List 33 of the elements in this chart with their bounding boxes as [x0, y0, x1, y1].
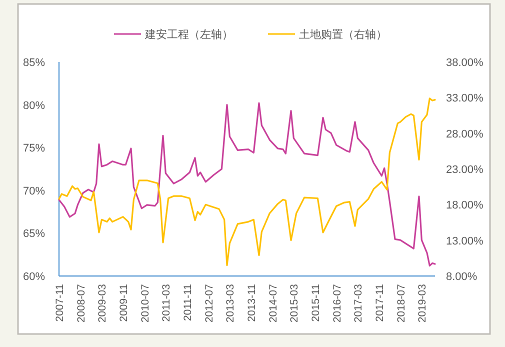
x-tick-label: 2015-11	[310, 284, 322, 322]
legend-label: 建安工程（左轴）	[144, 28, 233, 41]
x-tick-label: 2013-11	[246, 284, 258, 322]
x-tick-label: 2012-07	[203, 284, 216, 323]
y2-tick-label: 18.00%	[446, 200, 484, 212]
x-tick-label: 2016-07	[331, 284, 344, 323]
x-tick-label: 2008-07	[75, 284, 88, 323]
x-tick-label: 2017-11	[374, 284, 386, 322]
x-tick-label: 2015-03	[288, 284, 301, 323]
y2-tick-label: 28.00%	[446, 128, 484, 140]
x-tick-label: 2011-11	[182, 284, 194, 321]
y-tick-label: 80%	[22, 100, 46, 112]
y2-tick-label: 23.00%	[446, 164, 484, 176]
y-tick-label: 85%	[22, 57, 46, 69]
y-tick-label: 65%	[22, 228, 46, 240]
x-tick-label: 2019-03	[416, 284, 429, 323]
x-tick-label: 2013-03	[224, 284, 237, 323]
y-tick-label: 60%	[22, 271, 46, 283]
x-tick-label: 2007-11	[54, 284, 66, 322]
y-tick-label: 70%	[22, 185, 46, 198]
x-tick-label: 2018-07	[395, 284, 408, 323]
legend-label: 土地购置（右轴）	[299, 28, 387, 41]
x-tick-label: 2011-03	[160, 284, 173, 322]
x-tick-label: 2010-07	[139, 284, 152, 323]
y2-tick-label: 13.00%	[446, 235, 484, 248]
y2-tick-label: 38.00%	[446, 57, 484, 69]
x-tick-label: 2014-07	[267, 284, 280, 323]
x-tick-label: 2017-03	[352, 284, 365, 323]
y2-tick-label: 33.00%	[446, 92, 484, 105]
x-tick-label: 2009-03	[96, 284, 109, 323]
x-tick-label: 2009-11	[118, 284, 130, 322]
y2-tick-label: 8.00%	[446, 271, 478, 283]
y-tick-label: 75%	[22, 142, 46, 155]
